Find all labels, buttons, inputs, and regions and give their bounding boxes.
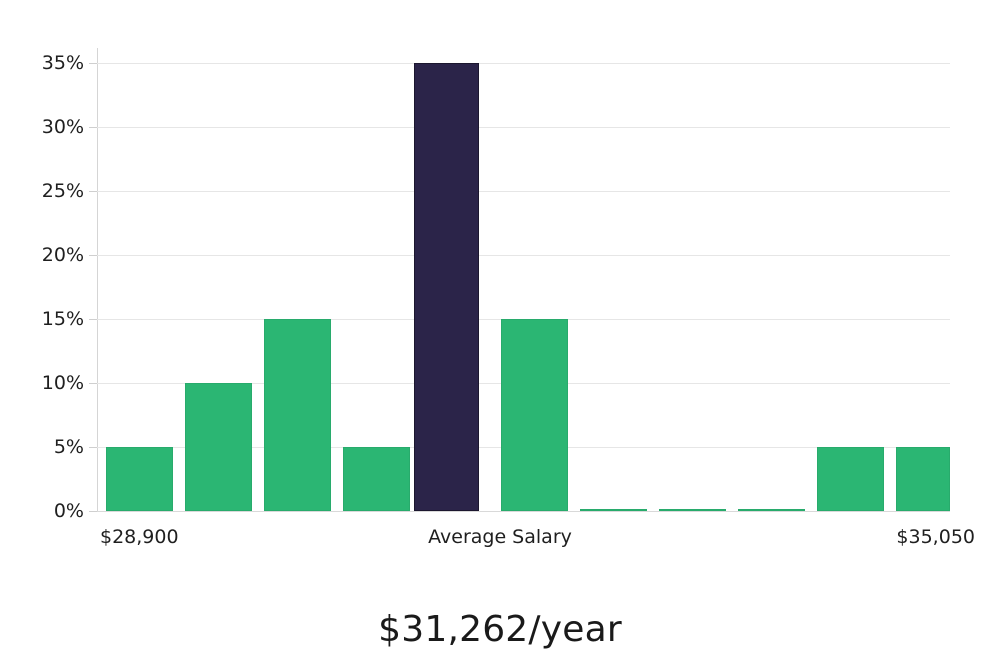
- bar[interactable]: [500, 319, 568, 511]
- bar[interactable]: [185, 383, 252, 511]
- y-axis-tick: [89, 191, 97, 192]
- bar[interactable]: [264, 319, 331, 511]
- y-axis-tick-label: 15%: [41, 308, 84, 330]
- gridline: [97, 63, 950, 64]
- y-axis-tick-label: 5%: [53, 436, 84, 458]
- bar[interactable]: [738, 509, 805, 511]
- bar[interactable]: [579, 509, 647, 511]
- y-axis-tick: [89, 255, 97, 256]
- gridline: [97, 255, 950, 256]
- y-axis-tick: [89, 447, 97, 448]
- x-axis-title: Average Salary: [428, 526, 572, 548]
- x-axis-min-label: $28,900: [100, 526, 179, 548]
- y-axis-tick-label: 0%: [53, 500, 84, 522]
- y-axis-tick: [89, 63, 97, 64]
- y-axis-tick: [89, 383, 97, 384]
- gridline: [97, 127, 950, 128]
- bar[interactable]: [343, 447, 410, 511]
- bar[interactable]: [896, 447, 950, 511]
- y-axis-tick-label: 20%: [41, 244, 84, 266]
- gridline: [97, 511, 950, 512]
- gridline: [97, 191, 950, 192]
- bar[interactable]: [817, 447, 884, 511]
- y-axis-tick-label: 25%: [41, 180, 84, 202]
- y-axis-tick: [89, 511, 97, 512]
- bar-highlighted[interactable]: [413, 63, 479, 511]
- bar[interactable]: [105, 447, 173, 511]
- y-axis-tick-label: 10%: [41, 372, 84, 394]
- y-axis-spine: [97, 48, 98, 512]
- y-axis-tick: [89, 319, 97, 320]
- y-axis-tick: [89, 127, 97, 128]
- plot-area: [97, 63, 950, 512]
- y-axis-tick-label: 30%: [41, 116, 84, 138]
- x-axis-max-label: $35,050: [896, 526, 975, 548]
- bar[interactable]: [659, 509, 726, 511]
- chart-caption: $31,262/year: [378, 609, 622, 650]
- y-axis-tick-label: 35%: [41, 52, 84, 74]
